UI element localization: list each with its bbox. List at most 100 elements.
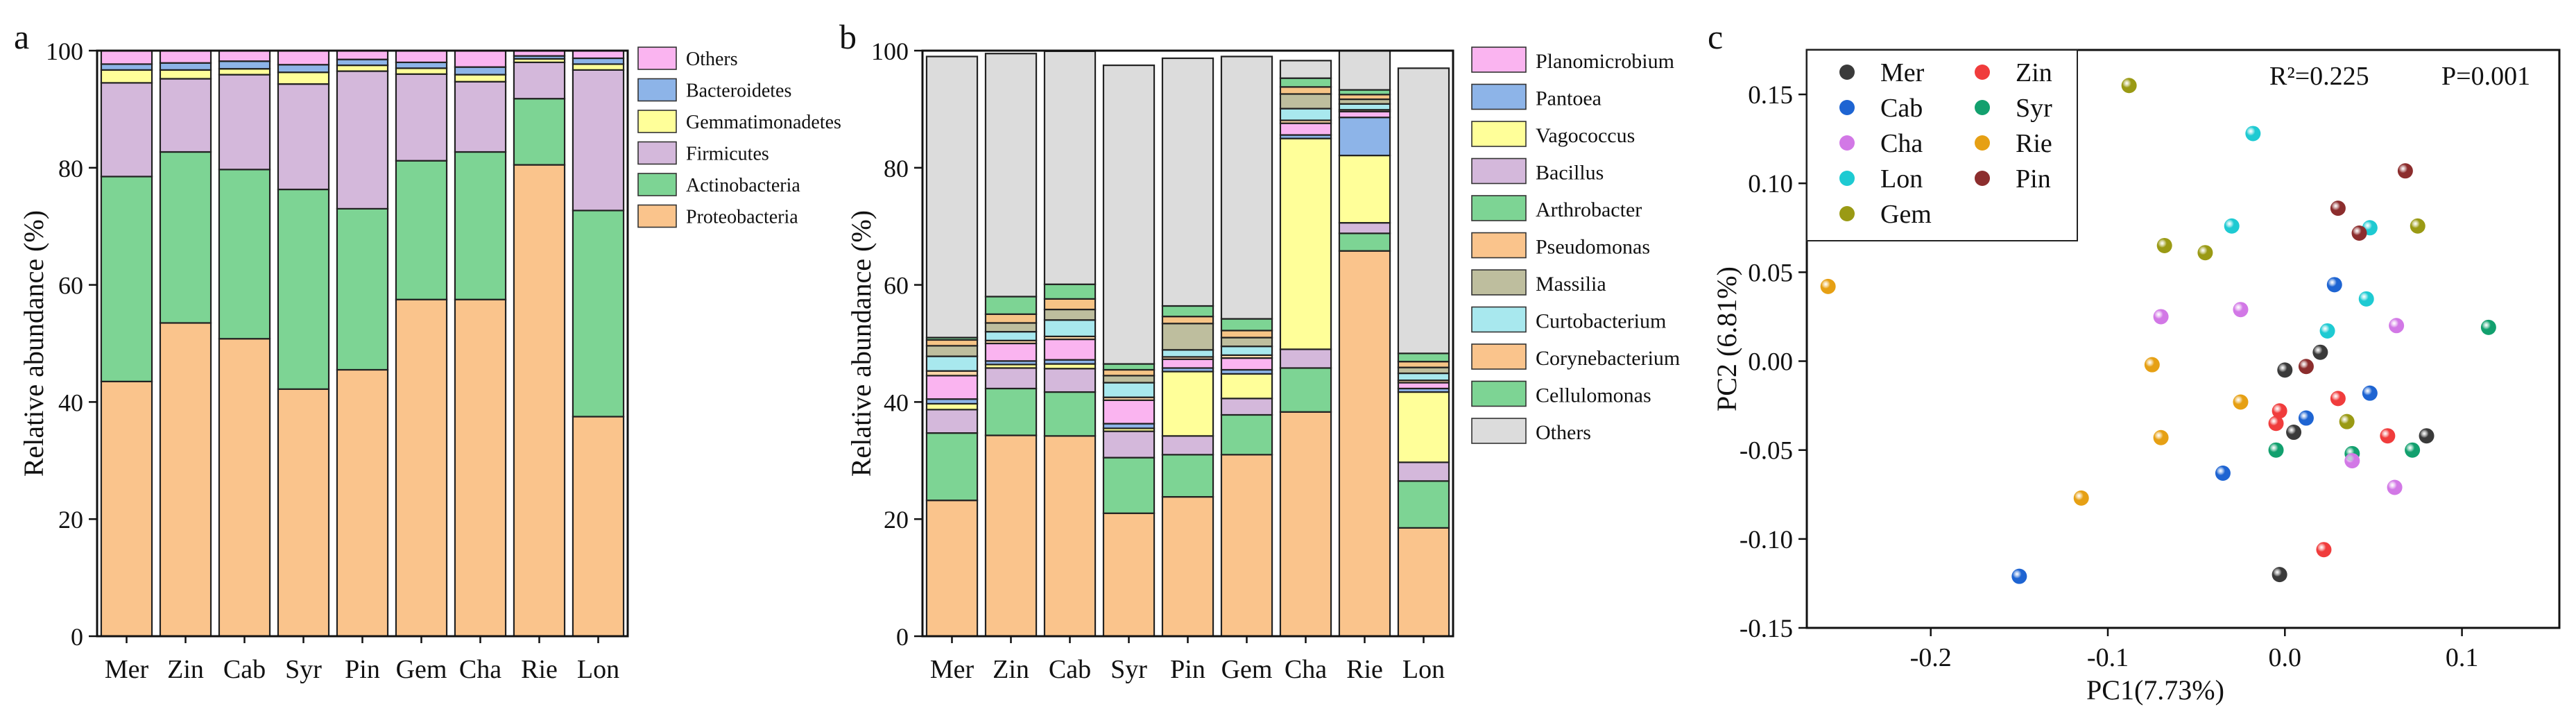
point-zin [2316, 542, 2332, 558]
legend-label-cellulomonas: Cellulomonas [1536, 384, 1651, 407]
bar-segment-cha-curtobacterium [1279, 108, 1332, 121]
x-tick-label: Cab [223, 655, 266, 684]
bar-segment-gem-bacteroidetes [395, 61, 448, 69]
bar-segment-lon-others [1397, 67, 1450, 355]
bar-segment-cab-bacteroidetes [218, 60, 271, 70]
bar-segment-cha-gemmatimonadetes [454, 74, 507, 83]
bar-segment-syr-pseudomonas [1102, 512, 1156, 638]
y-tick-label: 60 [884, 272, 909, 300]
bar-segment-pin-others [336, 49, 389, 60]
bar-segment-zin-pantoea [984, 313, 1038, 324]
bar-segment-syr-firmicutes [277, 83, 330, 191]
bar-segment-pin-firmicutes [336, 70, 389, 210]
bar-segment-mer-actinobacteria [100, 176, 153, 382]
bar-segment-cab-bacillus [1043, 368, 1097, 393]
legend-label-pantoea: Pantoea [1536, 87, 1602, 110]
legend-swatch-firmicutes [637, 141, 677, 165]
bar-segment-zin-massilia [984, 322, 1038, 333]
bar-segment-mer-others [925, 56, 979, 339]
legend-label-bacillus: Bacillus [1536, 162, 1604, 185]
bar-segment-syr-actinobacteria [277, 188, 330, 390]
x-tick-label: Zin [167, 655, 204, 684]
plot-frame [921, 49, 1454, 638]
bar-segment-rie-vagococcus [1338, 154, 1391, 224]
bar-segment-lon-vagococcus [1397, 391, 1450, 463]
bar-segment-lon-massilia [1397, 366, 1450, 375]
x-axis-label: PC1(7.73%) [2086, 674, 2224, 706]
legend-label-planomicrobium: Planomicrobium [1536, 50, 1674, 73]
bar-segment-syr-cellulomonas [1102, 457, 1156, 514]
x-tick-label: Rie [1346, 655, 1383, 684]
y-tick-label: 0.15 [1748, 81, 1793, 110]
point-pin [2330, 201, 2346, 216]
bar-segment-cab-pseudomonas [1043, 435, 1097, 638]
legend-swatch-actinobacteria [637, 173, 677, 196]
point-pin [2397, 163, 2413, 179]
bar-segment-zin-others [159, 49, 212, 64]
legend-label-corynebacterium: Corynebacterium [1536, 347, 1680, 370]
y-tick-label: 100 [871, 37, 909, 65]
bar-segment-pin-pantoea [1161, 316, 1214, 325]
legend-label-lon: Lon [1880, 164, 1923, 194]
point-lon [2358, 291, 2374, 307]
bar-segment-pin-actinobacteria [336, 207, 389, 371]
legend-swatch-corynebacterium [1471, 343, 1527, 370]
y-tick-label: 0.10 [1748, 170, 1793, 198]
bar-segment-mer-cellulomonas [925, 432, 979, 502]
bar-segment-gem-planomicrobium [1220, 357, 1273, 371]
x-tick-label: Zin [993, 655, 1029, 684]
legend-label-arthrobacter: Arthrobacter [1536, 198, 1642, 221]
y-tick-label: -0.10 [1740, 526, 1793, 554]
bar-segment-mer-planomicrobium [925, 375, 979, 400]
bar-segment-zin-cellulomonas [984, 387, 1038, 436]
x-tick-label: Pin [1170, 655, 1205, 684]
x-tick-label: Mer [105, 655, 149, 684]
point-rie [2233, 394, 2249, 410]
bar-segment-zin-extra [984, 296, 1038, 315]
bar-segment-lon-bacteroidetes [572, 57, 625, 65]
point-cab [2326, 277, 2342, 293]
bar-segment-cab-extra [1043, 283, 1097, 300]
panel-c: c -0.2 -0.1 0.0 0.1 -0.15 -0.10 -0.05 0.00 0.05 0.… [1708, 17, 2561, 706]
bar-segment-zin-planomicrobium [984, 342, 1038, 362]
panel-label: b [839, 17, 857, 56]
legend-label-cha: Cha [1880, 129, 1923, 158]
y-tick-label: 0.05 [1748, 259, 1793, 287]
bar-segment-syr-massilia [1102, 375, 1156, 384]
bar-segment-pin-extra [1161, 305, 1214, 318]
r-squared-label: R²=0.225 [2269, 62, 2369, 91]
bar-segment-pin-curtobacterium [1161, 349, 1214, 358]
legend-label-mer: Mer [1880, 58, 1925, 87]
bar-segment-syr-pantoea [1102, 368, 1156, 377]
bar-segment-mer-pseudomonas [925, 500, 979, 638]
bar-segment-lon-planomicrobium [1397, 382, 1450, 390]
bar-segment-rie-curtobacterium [1338, 103, 1391, 111]
bar-segment-zin-proteobacteria [159, 322, 212, 638]
x-tick-label: 0.0 [2269, 643, 2302, 672]
bar-segment-cha-pseudomonas [1279, 411, 1332, 638]
bar-segment-syr-others [277, 49, 330, 66]
bar-segment-mer-curtobacterium [925, 355, 979, 372]
x-tick-label: -0.1 [2087, 643, 2129, 672]
x-tick-label: Gem [396, 655, 447, 684]
bar-segment-pin-cellulomonas [1161, 454, 1214, 498]
bar-segment-cha-cellulomonas [1279, 367, 1332, 413]
bar-segment-mer-proteobacteria [100, 380, 153, 638]
bar-segment-rie-pseudomonas [1338, 250, 1391, 638]
x-tick-label: Gem [1221, 655, 1273, 684]
point-cab [2011, 568, 2027, 584]
point-cab [2215, 466, 2231, 481]
y-axis-label: Relative abundance (%) [18, 210, 49, 477]
bar-segment-gem-gemmatimonadetes [395, 67, 448, 75]
bar-segment-gem-curtobacterium [1220, 346, 1273, 356]
legend-swatch-vagococcus [1471, 121, 1527, 147]
bar-segment-zin-bacteroidetes [159, 62, 212, 71]
panel-label: a [14, 17, 29, 56]
legend-label-syr: Syr [2016, 94, 2052, 123]
point-rie [1820, 278, 1836, 294]
point-zin [2330, 391, 2346, 407]
y-axis-label: PC2 (6.81%) [1711, 266, 1742, 411]
point-rie [2073, 490, 2089, 506]
point-lon [2224, 218, 2240, 234]
